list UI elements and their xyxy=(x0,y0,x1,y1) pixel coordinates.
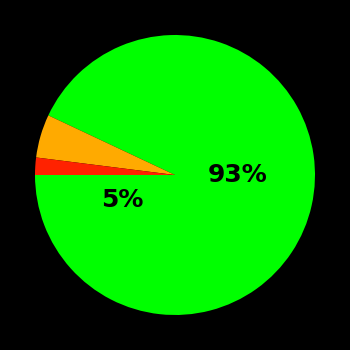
Wedge shape xyxy=(36,116,175,175)
Wedge shape xyxy=(35,158,175,175)
Text: 93%: 93% xyxy=(208,163,268,187)
Text: 5%: 5% xyxy=(100,188,143,212)
Wedge shape xyxy=(35,35,315,315)
